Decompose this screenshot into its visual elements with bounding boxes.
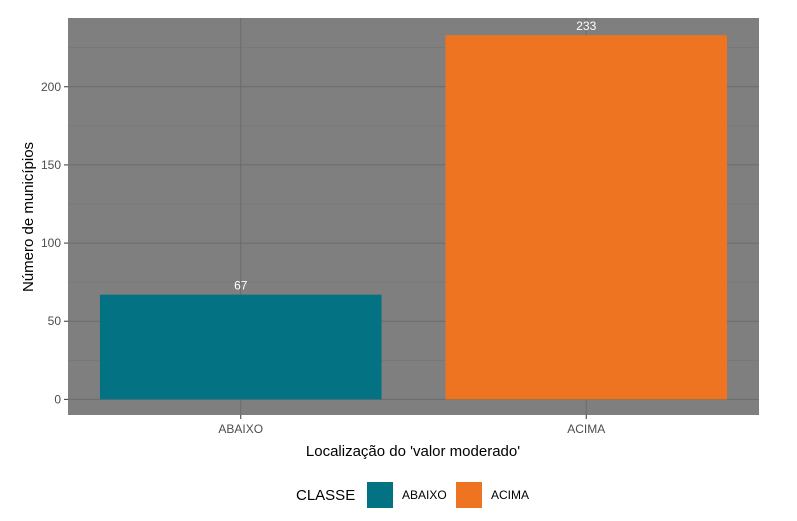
- y-tick-label: 200: [41, 80, 61, 94]
- bar-abaixo: [99, 294, 382, 400]
- x-tick-label-abaixo: ABAIXO: [218, 422, 263, 436]
- legend-label-acima: ACIMA: [491, 488, 529, 502]
- legend-title: CLASSE: [296, 487, 355, 504]
- legend-swatch-acima: [456, 482, 482, 508]
- data-label-acima: 233: [576, 19, 596, 33]
- x-axis-title: Localização do 'valor moderado': [306, 443, 520, 460]
- x-axis: ABAIXO ACIMA: [218, 415, 605, 436]
- y-axis: 0 50 100 150 200: [41, 80, 68, 406]
- data-labels: 67 233: [234, 19, 597, 292]
- legend-swatch-abaixo: [367, 482, 393, 508]
- y-tick-label: 50: [48, 314, 62, 328]
- y-tick-label: 100: [41, 236, 61, 250]
- legend: CLASSE ABAIXO ACIMA: [296, 482, 529, 508]
- legend-label-abaixo: ABAIXO: [402, 488, 447, 502]
- y-axis-title: Número de municípios: [20, 142, 37, 292]
- y-tick-label: 0: [54, 392, 61, 406]
- bars: [99, 35, 728, 400]
- data-label-abaixo: 67: [234, 279, 248, 293]
- x-tick-label-acima: ACIMA: [567, 422, 605, 436]
- bar-acima: [445, 35, 728, 400]
- y-tick-label: 150: [41, 158, 61, 172]
